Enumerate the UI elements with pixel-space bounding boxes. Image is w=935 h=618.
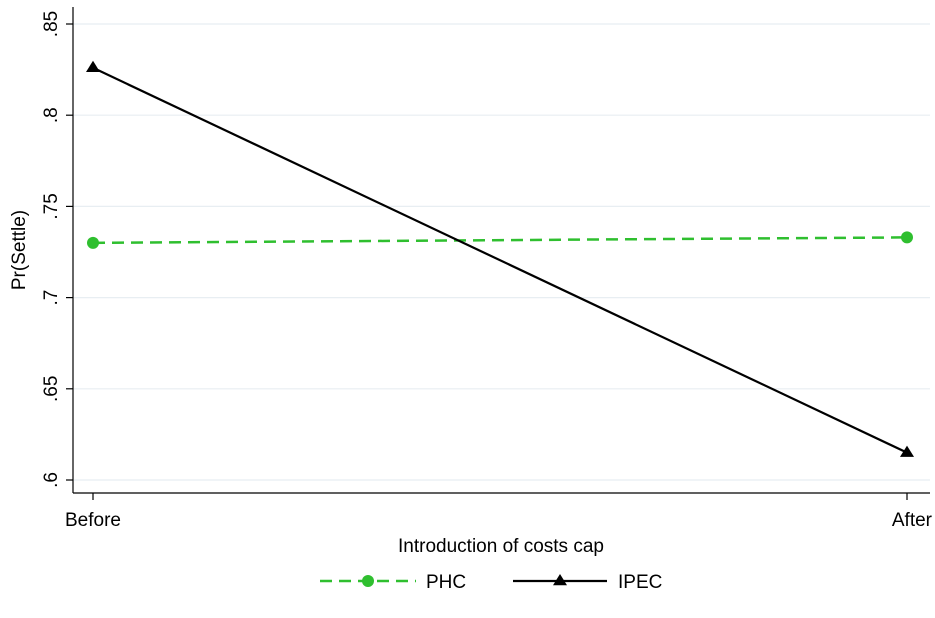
legend-label: PHC <box>426 572 466 593</box>
y-tick-label: .6 <box>41 472 62 488</box>
legend-marker <box>553 574 567 586</box>
y-tick-label: .8 <box>41 107 62 123</box>
axes <box>72 7 930 494</box>
legend: PHC IPEC <box>320 572 662 593</box>
y-axis-ticks: .6 .65 .7 .75 .8 .85 <box>41 11 73 488</box>
series-line <box>92 236 908 245</box>
x-axis-title: Introduction of costs cap <box>398 536 604 557</box>
legend-item-phc: PHC <box>320 572 466 593</box>
series-phc <box>87 231 913 249</box>
series-ipec <box>86 60 914 457</box>
legend-label: IPEC <box>618 572 662 593</box>
data-point <box>86 60 100 72</box>
y-tick-label: .7 <box>41 290 62 306</box>
data-point <box>901 231 913 244</box>
x-tick-label: Before <box>65 510 121 531</box>
y-tick-label: .75 <box>41 193 62 219</box>
legend-marker <box>362 575 374 587</box>
legend-item-ipec: IPEC <box>513 572 662 593</box>
series-layer <box>86 60 914 457</box>
x-axis-ticks: Before After <box>65 493 933 531</box>
y-axis-title: Pr(Settle) <box>9 210 30 290</box>
data-point <box>900 445 914 457</box>
y-tick-label: .85 <box>41 11 62 37</box>
y-tick-label: .65 <box>41 376 62 402</box>
x-tick-label: After <box>892 510 933 531</box>
gridlines <box>73 23 930 481</box>
series-line <box>92 66 908 454</box>
data-point <box>87 236 99 249</box>
